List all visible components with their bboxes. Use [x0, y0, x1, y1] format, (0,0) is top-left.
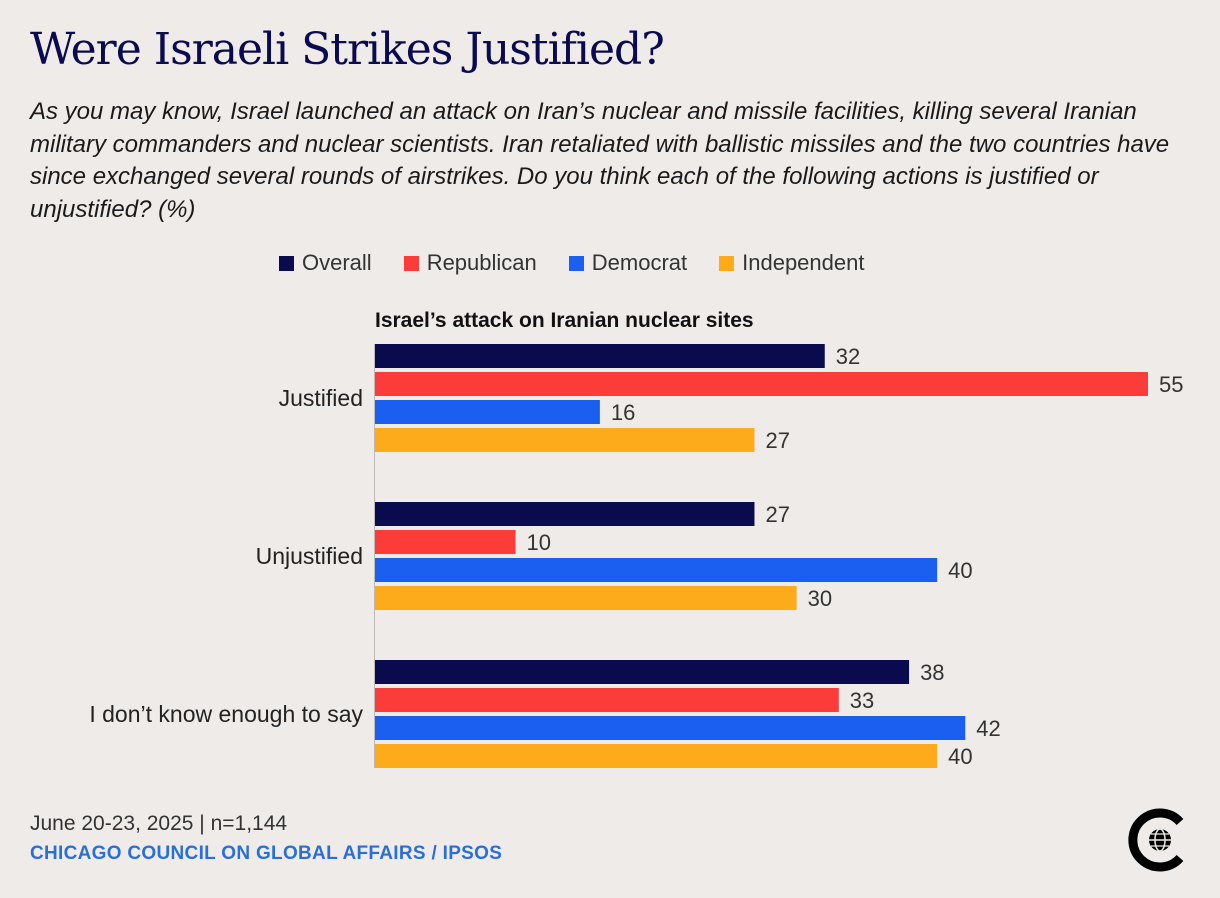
bar-i-don-t-know-enough-to-say-republican	[375, 688, 839, 712]
data-label-i-don-t-know-enough-to-say-independent: 40	[948, 744, 972, 769]
data-label-i-don-t-know-enough-to-say-overall: 38	[920, 660, 944, 685]
data-label-justified-overall: 32	[836, 344, 860, 369]
bar-i-don-t-know-enough-to-say-overall	[375, 660, 910, 684]
bar-i-don-t-know-enough-to-say-independent	[375, 744, 938, 768]
bar-justified-overall	[375, 344, 825, 368]
legend-swatch-overall	[279, 255, 294, 271]
data-label-unjustified-democrat: 40	[948, 558, 972, 583]
legend-swatch-democrat	[568, 255, 584, 271]
legend-label-overall: Overall	[302, 250, 372, 275]
data-label-justified-republican: 55	[1159, 372, 1183, 397]
bar-i-don-t-know-enough-to-say-democrat	[375, 716, 966, 740]
data-label-unjustified-republican: 10	[527, 530, 551, 555]
chicago-council-logo-icon	[1128, 808, 1184, 872]
bar-unjustified-democrat	[375, 558, 938, 582]
legend-item-democrat: Democrat	[568, 250, 688, 276]
bar-unjustified-independent	[375, 586, 797, 610]
page-title: Were Israeli Strikes Justified?	[30, 24, 665, 75]
source-credit: CHICAGO COUNCIL ON GLOBAL AFFAIRS / IPSO…	[30, 843, 503, 864]
data-label-i-don-t-know-enough-to-say-republican: 33	[850, 688, 874, 713]
legend-item-independent: Independent	[719, 250, 864, 276]
bar-unjustified-republican	[375, 530, 516, 554]
legend-label-republican: Republican	[426, 250, 537, 275]
legend-label-independent: Independent	[742, 250, 865, 275]
bar-justified-independent	[375, 428, 755, 452]
category-label-justified: Justified	[279, 385, 363, 411]
bar-justified-democrat	[375, 400, 600, 424]
survey-date-sample: June 20-23, 2025 | n=1,144	[30, 812, 288, 835]
bar-unjustified-overall	[375, 502, 755, 526]
legend-label-democrat: Democrat	[591, 250, 688, 275]
category-label-i-don-t-know-enough-to-say: I don’t know enough to say	[89, 701, 363, 727]
legend-item-overall: Overall	[279, 250, 372, 276]
bar-justified-republican	[375, 372, 1148, 396]
data-label-i-don-t-know-enough-to-say-democrat: 42	[976, 716, 1000, 741]
data-label-justified-independent: 27	[765, 428, 789, 453]
bar-chart: Israel’s attack on Iranian nuclear sites…	[89, 309, 1183, 769]
legend-item-republican: Republican	[403, 250, 537, 276]
legend-swatch-independent	[719, 255, 735, 271]
chart-legend: Overall Republican Democrat Independent	[279, 250, 864, 276]
data-label-unjustified-overall: 27	[765, 502, 789, 527]
page-subtitle: As you may know, Israel launched an atta…	[30, 98, 1170, 223]
category-label-unjustified: Unjustified	[256, 543, 363, 569]
chart-title: Israel’s attack on Iranian nuclear sites	[375, 309, 754, 332]
legend-swatch-republican	[403, 255, 419, 271]
data-label-unjustified-independent: 30	[808, 586, 832, 611]
data-label-justified-democrat: 16	[611, 400, 635, 425]
